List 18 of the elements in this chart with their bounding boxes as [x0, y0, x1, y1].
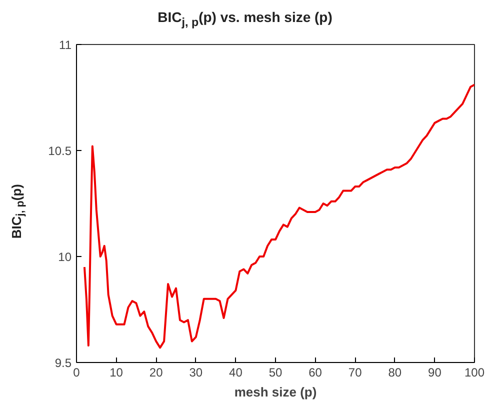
x-axis-title: mesh size (p) — [234, 384, 317, 400]
x-tick-label: 70 — [348, 366, 362, 380]
x-tick-label: 20 — [149, 366, 164, 380]
y-tick-label: 10 — [58, 250, 72, 264]
x-tick-label: 80 — [388, 366, 402, 380]
line-series — [83, 84, 474, 349]
x-tick-label: 50 — [268, 366, 282, 380]
x-tick-label: 0 — [73, 366, 80, 380]
x-tick-label: 30 — [189, 366, 203, 380]
x-tick-label: 100 — [464, 366, 485, 380]
y-tick-label: 9.5 — [54, 356, 72, 370]
x-tick-label: 10 — [110, 366, 124, 380]
x-tick-label: 40 — [229, 366, 243, 380]
chart-title: BIC$_{j, p}$(p) vs. mesh size (p) — [158, 8, 332, 31]
y-tick-label: 11 — [59, 38, 72, 52]
x-tick-label: 90 — [428, 366, 442, 380]
y-tick-label: 10.5 — [48, 144, 72, 158]
x-tick-label: 60 — [308, 366, 322, 380]
